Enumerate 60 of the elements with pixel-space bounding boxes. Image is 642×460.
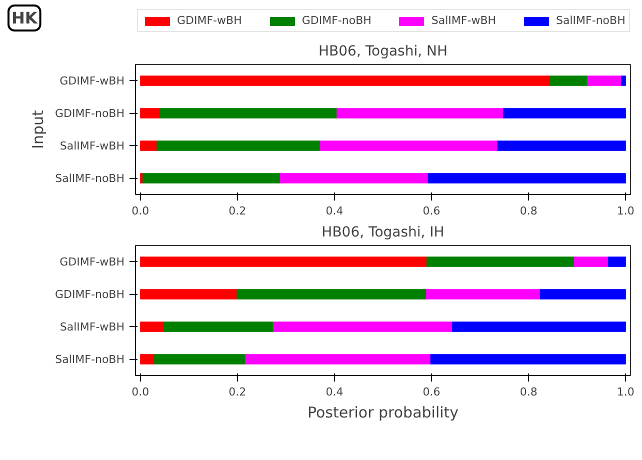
- bar: [428, 173, 626, 184]
- bar: [452, 322, 626, 332]
- bar: [426, 289, 540, 300]
- x-tick-label: 0.4: [326, 204, 344, 218]
- bar: [621, 76, 626, 86]
- y-tick-label: GDIMF-wBH: [60, 255, 125, 268]
- bar: [140, 140, 158, 151]
- bar: [154, 354, 246, 364]
- bar: [236, 289, 426, 300]
- bar: [140, 256, 427, 267]
- bar: [430, 354, 626, 364]
- legend-label: SalIMF-wBH: [431, 14, 496, 27]
- bar: [162, 322, 274, 332]
- bar: [273, 322, 453, 332]
- bar: [550, 76, 588, 86]
- bar: [140, 108, 160, 118]
- bar: [160, 108, 338, 118]
- x-tick-label: 0.6: [422, 386, 440, 398]
- x-tick-label: 0.2: [228, 386, 246, 398]
- y-tick-label: SalIMF-noBH: [55, 172, 125, 185]
- bar: [574, 256, 608, 267]
- x-tick-label: 0.8: [520, 386, 538, 398]
- bar: [540, 289, 626, 300]
- x-tick-label: 0.2: [228, 204, 246, 218]
- y-tick-label: GDIMF-wBH: [60, 74, 125, 88]
- x-tick-label: 0.0: [132, 204, 150, 218]
- legend-label: SalIMF-noBH: [556, 14, 626, 27]
- bar: [140, 322, 164, 332]
- x-tick-label: 1.0: [616, 386, 634, 398]
- x-tick-label: 0.0: [132, 386, 150, 398]
- y-tick-label: GDIMF-noBH: [54, 288, 124, 301]
- legend-label: GDIMF-wBH: [177, 14, 242, 27]
- x-tick-label: 1.0: [616, 204, 634, 218]
- x-tick-label: 0.8: [520, 204, 538, 218]
- bar: [140, 289, 238, 300]
- x-tick-label: 0.6: [422, 204, 440, 218]
- y-tick-label: SalIMF-wBH: [60, 139, 124, 152]
- y-tick-label: GDIMF-noBH: [54, 106, 124, 120]
- y-tick-label: SalIMF-noBH: [55, 352, 125, 366]
- bar: [244, 354, 431, 364]
- bar: [503, 108, 626, 118]
- bar: [336, 108, 504, 118]
- bar: [140, 354, 155, 364]
- chart-title: HB06, Togashi, NH: [318, 44, 448, 60]
- x-tick-label: 0.4: [326, 386, 344, 398]
- bar: [587, 76, 622, 86]
- text: HK: [12, 8, 38, 28]
- x-axis-title: Posterior probability: [307, 404, 459, 422]
- chart-title: HB06, Togashi, IH: [322, 224, 444, 240]
- y-tick-label: SalIMF-wBH: [60, 320, 124, 334]
- bar: [140, 76, 550, 86]
- bar: [426, 256, 574, 267]
- bar: [497, 140, 626, 151]
- bar: [142, 173, 280, 184]
- legend-label: GDIMF-noBH: [302, 14, 372, 27]
- y-axis-title: Input: [28, 110, 47, 149]
- bar: [608, 256, 626, 267]
- bar: [280, 173, 428, 184]
- bar: [320, 140, 498, 151]
- bar: [156, 140, 321, 151]
